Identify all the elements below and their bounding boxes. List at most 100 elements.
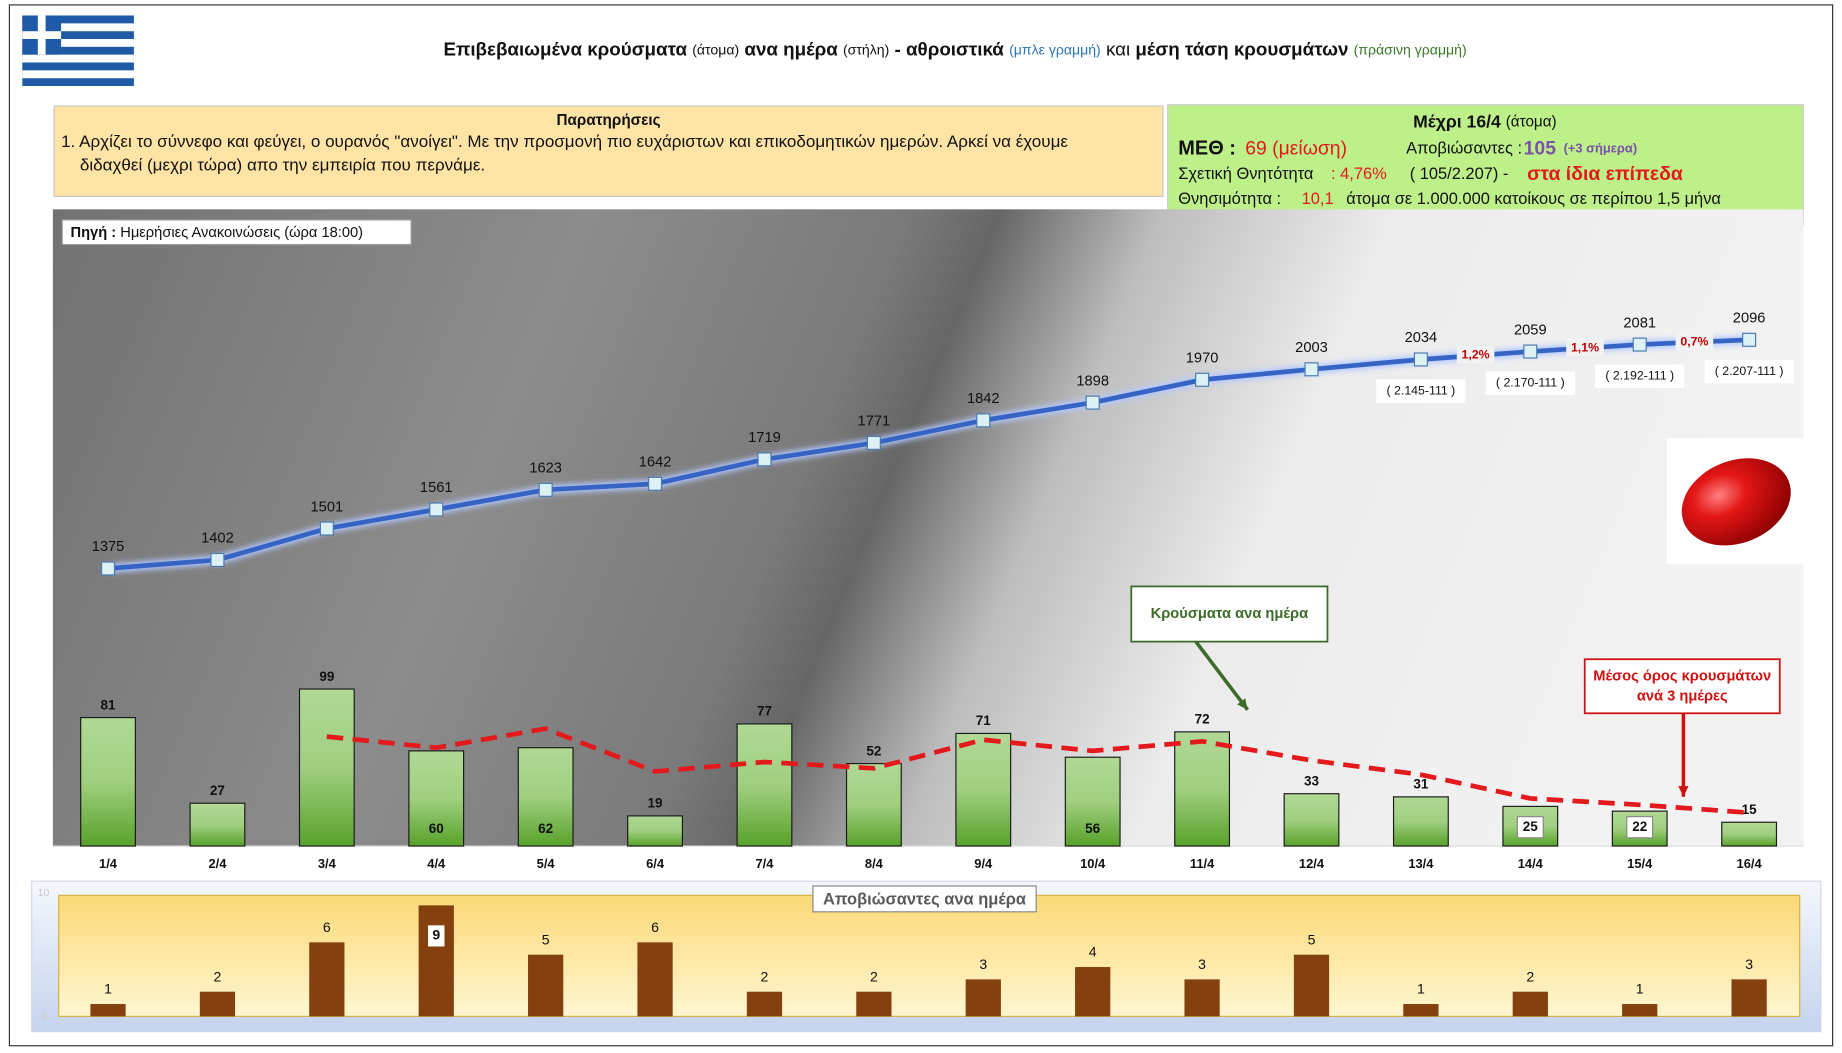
- cumulative-note: ( 2.170-111 ): [1496, 376, 1565, 390]
- marker: [1523, 344, 1538, 359]
- marker: [1632, 337, 1647, 352]
- marker: [866, 435, 881, 450]
- value-label: 52: [866, 743, 881, 758]
- bar: [1392, 796, 1449, 847]
- marker: [1195, 372, 1210, 387]
- value-label: 3: [979, 956, 987, 972]
- bar: [1731, 979, 1767, 1017]
- value-label: 56: [1085, 821, 1101, 836]
- callout-arrow: [1194, 640, 1249, 711]
- bar: [845, 762, 902, 847]
- title-part: (πράσινη γραμμή): [1354, 41, 1467, 57]
- marker: [1085, 395, 1100, 410]
- marker: [1304, 362, 1319, 377]
- value-label: 3: [1745, 956, 1753, 972]
- bar: [418, 905, 454, 1017]
- value-label: 1771: [858, 414, 891, 430]
- value-label: 2081: [1623, 315, 1656, 331]
- source-label: Πηγή :: [70, 225, 116, 241]
- marker: [1742, 332, 1757, 347]
- value-label: 27: [210, 783, 225, 798]
- callout-arrowhead: [1237, 698, 1248, 710]
- bar: [408, 750, 465, 847]
- deaths-plot-background: [58, 894, 1801, 1017]
- title-part: (μπλε γραμμή): [1009, 41, 1101, 57]
- stats-heading-unit: (άτομα): [1506, 113, 1557, 130]
- stats-box: [1167, 104, 1804, 226]
- callout-arrowhead: [1678, 786, 1689, 797]
- x-tick-label: 12/4: [1299, 856, 1325, 871]
- value-label: 1561: [420, 480, 453, 496]
- marker: [1413, 352, 1428, 367]
- value-label: 71: [976, 713, 992, 728]
- cfr-note: στα ίδια επίπεδα: [1527, 163, 1683, 185]
- legend-entry: Κρούσματα ανα ημέρα: [1150, 605, 1309, 622]
- icu-label: ΜΕΘ :: [1178, 138, 1236, 160]
- value-label: 22: [1632, 819, 1647, 834]
- bar: [199, 991, 236, 1017]
- x-tick-label: 11/4: [1190, 856, 1215, 871]
- label-box: [1516, 816, 1544, 839]
- page-border: [8, 4, 1834, 1047]
- value-label: 9: [432, 927, 440, 943]
- value-label: 81: [101, 697, 117, 712]
- x-tick-label: 4/4: [427, 856, 446, 871]
- notes-wrap: 1. Αρχίζει το σύννεφο και φεύγει, ο ουρα…: [61, 132, 1068, 176]
- x-tick-label: 15/4: [1627, 856, 1653, 871]
- value-label: 2: [761, 968, 769, 984]
- value-label: 1842: [967, 391, 1000, 407]
- note-box: [1595, 364, 1685, 389]
- bar: [965, 979, 1001, 1017]
- cfr-value: : 4,76%: [1331, 166, 1387, 184]
- value-label: 2003: [1295, 340, 1328, 356]
- value-label: 31: [1413, 777, 1429, 792]
- value-label: 2096: [1733, 311, 1766, 327]
- bar: [1174, 731, 1231, 847]
- cfr-ratio: ( 105/2.207) -: [1410, 166, 1509, 184]
- label-box: [428, 925, 445, 947]
- value-label: 1970: [1186, 351, 1219, 367]
- bar: [1075, 967, 1111, 1017]
- cumulative-note: ( 2.145-111 ): [1387, 383, 1456, 397]
- bar: [1721, 821, 1778, 847]
- bar: [955, 732, 1012, 847]
- value-label: 62: [538, 821, 553, 836]
- value-label: 2: [1526, 968, 1534, 984]
- value-label: 5: [1308, 931, 1316, 947]
- bar: [528, 954, 564, 1017]
- note-box: [1704, 359, 1794, 384]
- dashed-line: [326, 726, 1750, 816]
- marker: [538, 482, 553, 497]
- callout-box: [1130, 585, 1329, 643]
- notes-text: 1. Αρχίζει το σύννεφο και φεύγει, ο ουρα…: [61, 132, 1068, 176]
- bar: [1184, 979, 1220, 1017]
- bar: [80, 716, 136, 847]
- marker: [648, 476, 663, 491]
- chart-title: Επιβεβαιωμένα κρούσματα (άτομα) ανα ημέρ…: [443, 39, 1466, 60]
- icu-value: 69 (μείωση): [1245, 138, 1347, 160]
- title-part: ανα ημέρα: [744, 39, 838, 60]
- deaths-chart-title: Αποβιώσαντες ανα ημέρα: [823, 890, 1026, 908]
- value-label: 4: [1089, 944, 1097, 960]
- deaths-title-box: [812, 885, 1037, 913]
- marker: [210, 552, 225, 567]
- value-label: 1375: [92, 539, 125, 555]
- stats-heading: Μέχρι 16/4 (άτομα): [1413, 111, 1557, 131]
- note-box: [1485, 371, 1575, 396]
- mortality-text: άτομα σε 1.000.000 κατοίκους σε περίπου …: [1346, 190, 1721, 208]
- value-label: 1: [1636, 981, 1644, 997]
- mortality-value: 10,1: [1302, 190, 1334, 208]
- value-label: 1402: [201, 531, 234, 547]
- y-tick-label: 10: [38, 887, 50, 899]
- bar: [1283, 793, 1340, 847]
- main-chart: 1/4 2/4 3/4 4/4 5/4 6/4 7/4 8/4 9/4 10/4 11/4 12/4 1…: [53, 311, 1804, 871]
- title-part: και: [1106, 39, 1130, 60]
- bar: [736, 723, 793, 847]
- value-label: 25: [1523, 819, 1539, 834]
- x-tick-label: 10/4: [1080, 856, 1106, 871]
- value-label: 72: [1195, 712, 1210, 727]
- growth-label: 1,1%: [1571, 340, 1599, 354]
- x-tick-label: 5/4: [537, 856, 556, 871]
